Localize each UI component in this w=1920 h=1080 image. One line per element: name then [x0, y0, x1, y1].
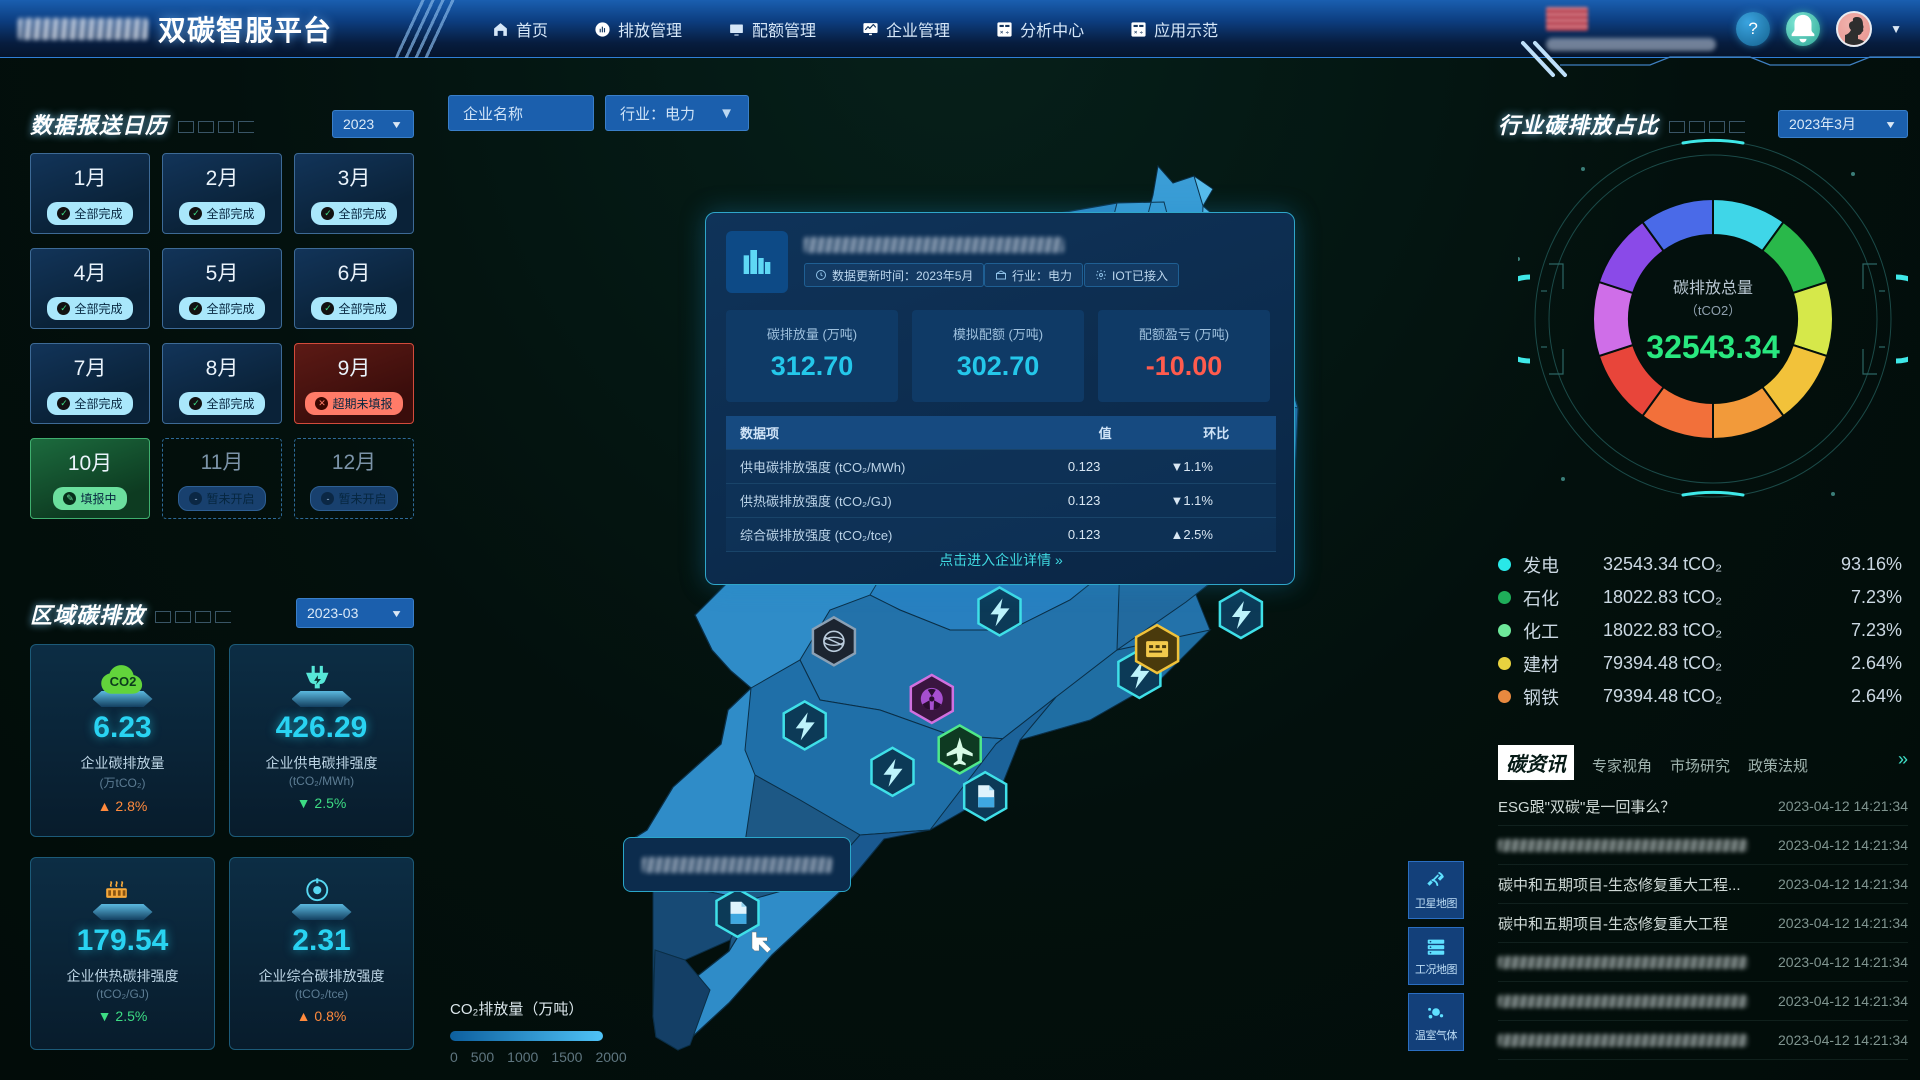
svg-text:CO2: CO2 [109, 674, 136, 689]
svg-text:÷: ÷ [1006, 29, 1009, 35]
svg-text:÷: ÷ [1140, 29, 1143, 35]
